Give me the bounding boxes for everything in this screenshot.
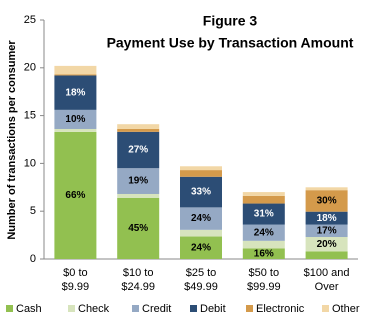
x-tick-label: $99.99 — [247, 281, 281, 293]
data-label: 16% — [254, 248, 274, 259]
bar-segment — [242, 203, 285, 225]
bar-segment — [54, 74, 97, 76]
bar-segment — [305, 211, 348, 225]
bar-segment — [117, 131, 160, 169]
x-tick-label: Over — [315, 281, 339, 293]
bar-segment — [305, 237, 348, 252]
y-tick-label: 20 — [24, 62, 36, 74]
legend-label: Cash — [16, 303, 42, 315]
x-tick-label: $24.99 — [121, 281, 155, 293]
y-tick-label: 15 — [24, 110, 36, 122]
bar-segment — [242, 240, 285, 249]
x-tick-label: $100 and — [304, 267, 350, 279]
legend-swatch — [6, 305, 13, 312]
data-label: 19% — [128, 176, 148, 187]
y-axis-label: Number of transactions per consumer — [6, 40, 18, 240]
bar-segment — [54, 65, 97, 75]
x-tick-label: $10 to — [123, 267, 154, 279]
bar-segment — [242, 195, 285, 204]
data-label: 10% — [65, 114, 85, 125]
legend-swatch — [190, 305, 197, 312]
bar-segment — [117, 128, 160, 132]
legend-swatch — [68, 305, 75, 312]
data-label: 17% — [317, 225, 337, 236]
bar-segment — [117, 124, 160, 129]
data-label: 24% — [254, 227, 274, 238]
y-tick-label: 25 — [24, 14, 36, 26]
data-label: 20% — [317, 239, 337, 250]
bar-segment — [180, 176, 222, 208]
bar-segment — [54, 75, 97, 110]
legend-label: Credit — [142, 303, 171, 315]
bar-segment — [117, 197, 160, 259]
bar-segment — [242, 248, 285, 259]
bar-segment — [305, 190, 348, 212]
bar-segment — [305, 187, 348, 191]
bar-segment — [180, 236, 222, 259]
data-label: 27% — [128, 145, 148, 156]
legend-label: Check — [78, 303, 110, 315]
legend-label: Debit — [200, 303, 226, 315]
bar-segment — [54, 128, 97, 132]
data-label: 24% — [191, 242, 211, 253]
legend-swatch — [246, 305, 253, 312]
data-label: 18% — [65, 87, 85, 98]
x-tick-label: $25 to — [186, 267, 217, 279]
data-label: 24% — [191, 213, 211, 224]
legend-swatch — [132, 305, 139, 312]
bar-segment — [242, 224, 285, 241]
bar-segment — [180, 229, 222, 237]
bar-segment — [180, 170, 222, 177]
chart-subtitle: Payment Use by Transaction Amount — [107, 35, 354, 51]
legend-label: Electronic — [256, 303, 305, 315]
data-label: 30% — [317, 196, 337, 207]
bar-segment — [180, 166, 222, 171]
data-label: 45% — [128, 223, 148, 234]
y-tick-label: 10 — [24, 157, 36, 169]
x-tick-label: $50 to — [249, 267, 280, 279]
bar-segment — [305, 251, 348, 259]
data-label: 18% — [317, 213, 337, 224]
y-tick-label: 5 — [30, 205, 36, 217]
data-label: 31% — [254, 209, 274, 220]
bar-segment — [54, 131, 97, 259]
x-tick-label: $9.99 — [62, 281, 90, 293]
bar-segment — [180, 207, 222, 230]
bar-segment — [242, 192, 285, 196]
bar-segment — [305, 224, 348, 238]
legend-swatch — [322, 305, 329, 312]
bar-segment — [117, 193, 160, 198]
x-tick-label: $49.99 — [184, 281, 218, 293]
bar-segment — [117, 168, 160, 194]
data-label: 33% — [191, 187, 211, 198]
legend-label: Other — [332, 303, 360, 315]
x-tick-label: $0 to — [63, 267, 87, 279]
data-label: 66% — [65, 190, 85, 201]
bar-segment — [54, 109, 97, 129]
y-tick-label: 0 — [30, 253, 36, 265]
chart-title: Figure 3 — [203, 13, 258, 29]
